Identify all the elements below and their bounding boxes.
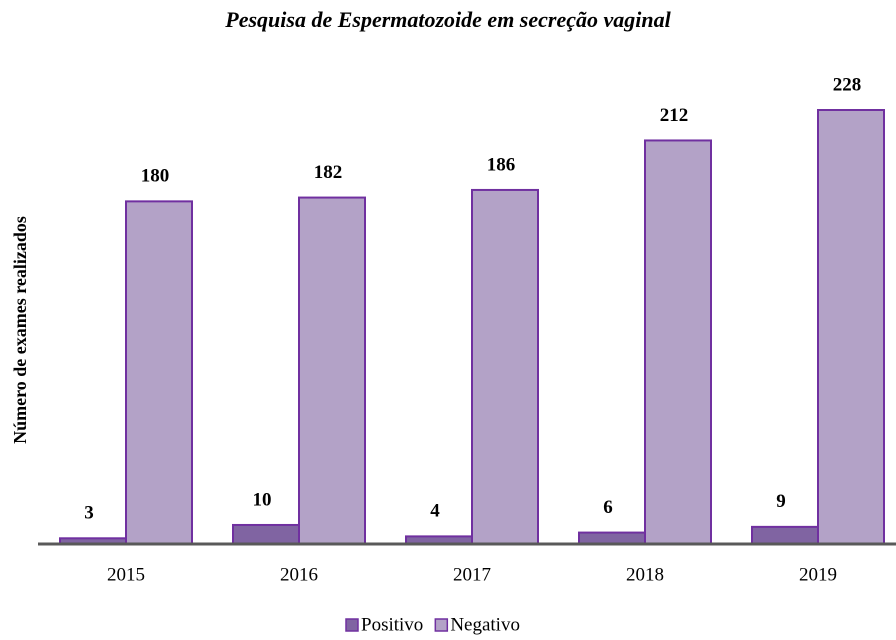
data-label: 180: [141, 166, 170, 187]
x-tick-label: 2018: [626, 564, 664, 585]
data-label: 6: [603, 497, 613, 518]
data-label: 182: [314, 162, 343, 183]
data-label: 10: [253, 489, 272, 510]
legend-swatch: [345, 618, 359, 632]
data-label: 212: [660, 105, 689, 126]
chart-title: Pesquisa de Espermatozoide em secreção v…: [224, 7, 671, 32]
bar: [817, 109, 885, 545]
bar: [751, 525, 819, 545]
x-tick-label: 2019: [799, 564, 837, 585]
bar: [644, 139, 712, 545]
data-label: 186: [487, 154, 516, 175]
x-tick-label: 2016: [280, 564, 318, 585]
bar: [298, 196, 366, 545]
data-label: 9: [776, 491, 786, 512]
data-label: 4: [430, 501, 440, 522]
data-label: 3: [84, 503, 94, 524]
bar: [578, 531, 646, 545]
legend-swatch: [434, 618, 449, 632]
legend-label: Negativo: [450, 614, 520, 635]
bar: [471, 188, 539, 546]
x-tick-label: 2015: [107, 564, 145, 585]
bar: [125, 200, 193, 546]
y-axis-label: Número de exames realizados: [10, 216, 30, 444]
bar: [232, 523, 300, 545]
legend-label: Positivo: [361, 614, 423, 635]
x-tick-label: 2017: [453, 564, 491, 585]
data-label: 228: [833, 74, 862, 95]
